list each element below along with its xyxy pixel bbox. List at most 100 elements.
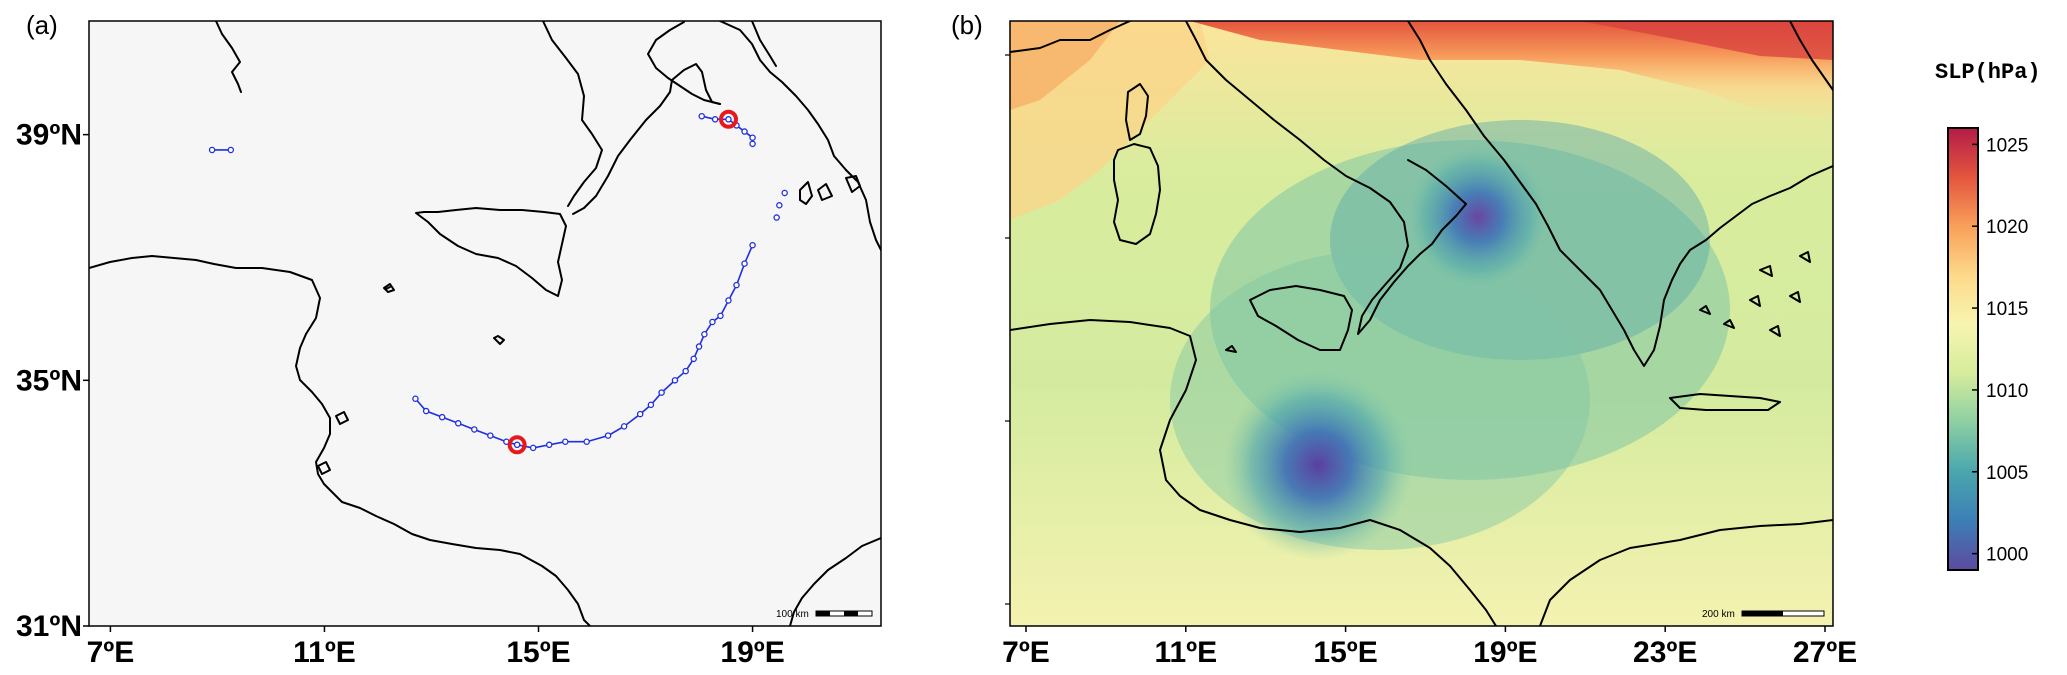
track-point <box>725 116 732 123</box>
coastline-malta-b <box>1225 345 1237 353</box>
colorbar-title: SLP(hPa) <box>1935 60 2041 85</box>
track-point <box>709 318 716 326</box>
coastline-greece-b <box>1547 165 1833 367</box>
colorbar-gradient <box>1947 127 1979 571</box>
panel-a-x-tick-label: 11ºE <box>293 636 356 669</box>
panel-b-x-tick-label: 23ºE <box>1633 636 1697 669</box>
panel-a-label: (a) <box>26 10 58 40</box>
panel-b-axes: 7ºE 11ºE 15ºE 19ºE 23ºE 27ºE <box>1002 54 1857 669</box>
coastline-puglia <box>647 21 721 105</box>
coastline-cyrenaica <box>789 537 881 626</box>
panel-a-axes: 7ºE 11ºE 15ºE 19ºE 31ºN 35ºN 39ºN <box>16 119 785 669</box>
northern-cyclone-marker <box>718 109 738 129</box>
track-point <box>562 438 569 445</box>
colorbar-tick-label: 1010 <box>1986 381 2028 402</box>
track-point <box>701 330 708 338</box>
coastline-djerba <box>317 461 331 475</box>
track-point <box>513 441 521 449</box>
panel-b-x-tick-label: 27ºE <box>1793 636 1857 669</box>
colorbar-tick-label: 1000 <box>1986 545 2028 566</box>
track-point <box>529 444 537 452</box>
panel-b-label: (b) <box>951 10 983 40</box>
coastline-north-africa-b <box>1010 319 1497 626</box>
track-point <box>781 189 788 197</box>
track-point <box>690 355 697 363</box>
coastline-italy-peninsula <box>1185 21 1467 335</box>
northern-low <box>1406 145 1550 289</box>
track-point <box>620 423 628 430</box>
track-point <box>725 297 732 304</box>
coastline-sicily-b <box>1249 285 1353 351</box>
panel-a: (a) <box>16 10 882 669</box>
track-point <box>412 395 419 402</box>
coastline-sardinia-b <box>1113 143 1161 245</box>
track-point <box>749 140 756 148</box>
coastline-sardinia <box>215 21 242 93</box>
colorbar-tick-label: 1005 <box>1986 463 2028 484</box>
coastline-kerkennah <box>335 411 349 425</box>
panel-a-x-tick-label: 15ºE <box>506 636 570 669</box>
panel-b-x-tick-label: 7ºE <box>1002 636 1050 669</box>
coastline-malta <box>383 283 395 293</box>
coastline-crete <box>1669 393 1781 411</box>
track-point <box>741 260 748 267</box>
panel-a-scale-bar: 100 km <box>776 609 873 620</box>
coastline-balkans <box>751 21 777 67</box>
track-point <box>227 146 235 154</box>
track-point <box>682 367 689 375</box>
panel-b-map-frame <box>1009 20 1834 627</box>
panel-a-scale-label: 100 km <box>776 609 809 620</box>
coastline-corsica <box>1125 83 1149 141</box>
colorbar-ticks: 1000 1005 1010 1015 1020 1025 <box>1972 135 2028 566</box>
panel-a-x-tick-label: 19ºE <box>720 636 784 669</box>
track-point <box>671 377 679 384</box>
coastline-greece <box>845 169 881 251</box>
coastline-aegean-islands <box>1699 251 1811 337</box>
coastline-small-islands <box>385 286 505 345</box>
track-point <box>636 410 644 418</box>
coastline-adriatic-east <box>1407 21 1549 227</box>
track-point <box>422 407 430 415</box>
panel-a-x-tick-label: 7ºE <box>87 636 135 669</box>
colorbar-tick-label: 1020 <box>1986 217 2028 238</box>
colorbar-tick-label: 1025 <box>1986 135 2028 156</box>
coastline-sicily <box>415 207 567 297</box>
panel-b-x-tick-label: 19ºE <box>1473 636 1537 669</box>
coastline-puglia-b <box>1407 159 1467 205</box>
track-point <box>749 134 756 141</box>
track-point <box>545 441 553 449</box>
panel-b-x-tick-label: 15ºE <box>1313 636 1377 669</box>
track-point <box>208 146 216 154</box>
panel-a-map-frame <box>88 20 882 627</box>
track-point <box>604 432 612 439</box>
track-point <box>695 343 703 350</box>
track-point <box>711 116 719 123</box>
track-point <box>647 401 655 409</box>
panel-a-y-tick-label: 35ºN <box>16 364 82 397</box>
track-point <box>583 438 590 445</box>
panel-a-y-tick-label: 31ºN <box>16 610 82 643</box>
track-point <box>487 432 494 439</box>
coastline-italy-west <box>542 21 603 207</box>
coastline-ionian-islands <box>799 175 861 205</box>
track-point <box>717 312 724 320</box>
track-point <box>741 128 748 135</box>
colorbar: SLP(hPa) 1000 1005 1010 1015 1020 1025 <box>1935 60 2041 571</box>
track-point <box>733 281 740 289</box>
track-point <box>698 112 705 120</box>
panel-b: (b) <box>951 10 1857 669</box>
track-point <box>658 389 665 396</box>
colorbar-tick-label: 1015 <box>1986 299 2028 320</box>
cyclone-tracks <box>208 109 788 455</box>
track-point <box>471 426 478 433</box>
panel-b-x-tick-label: 11ºE <box>1154 636 1217 669</box>
track-point <box>776 202 783 209</box>
panel-b-scale-label: 200 km <box>1702 609 1735 620</box>
track-point <box>773 214 780 221</box>
coastline-france-italy <box>1010 21 1131 53</box>
coastline-cyrenaica-b <box>1539 519 1833 626</box>
coastline-turkey <box>1789 21 1833 91</box>
coastline-north-africa <box>89 255 591 626</box>
track-line <box>414 244 754 449</box>
